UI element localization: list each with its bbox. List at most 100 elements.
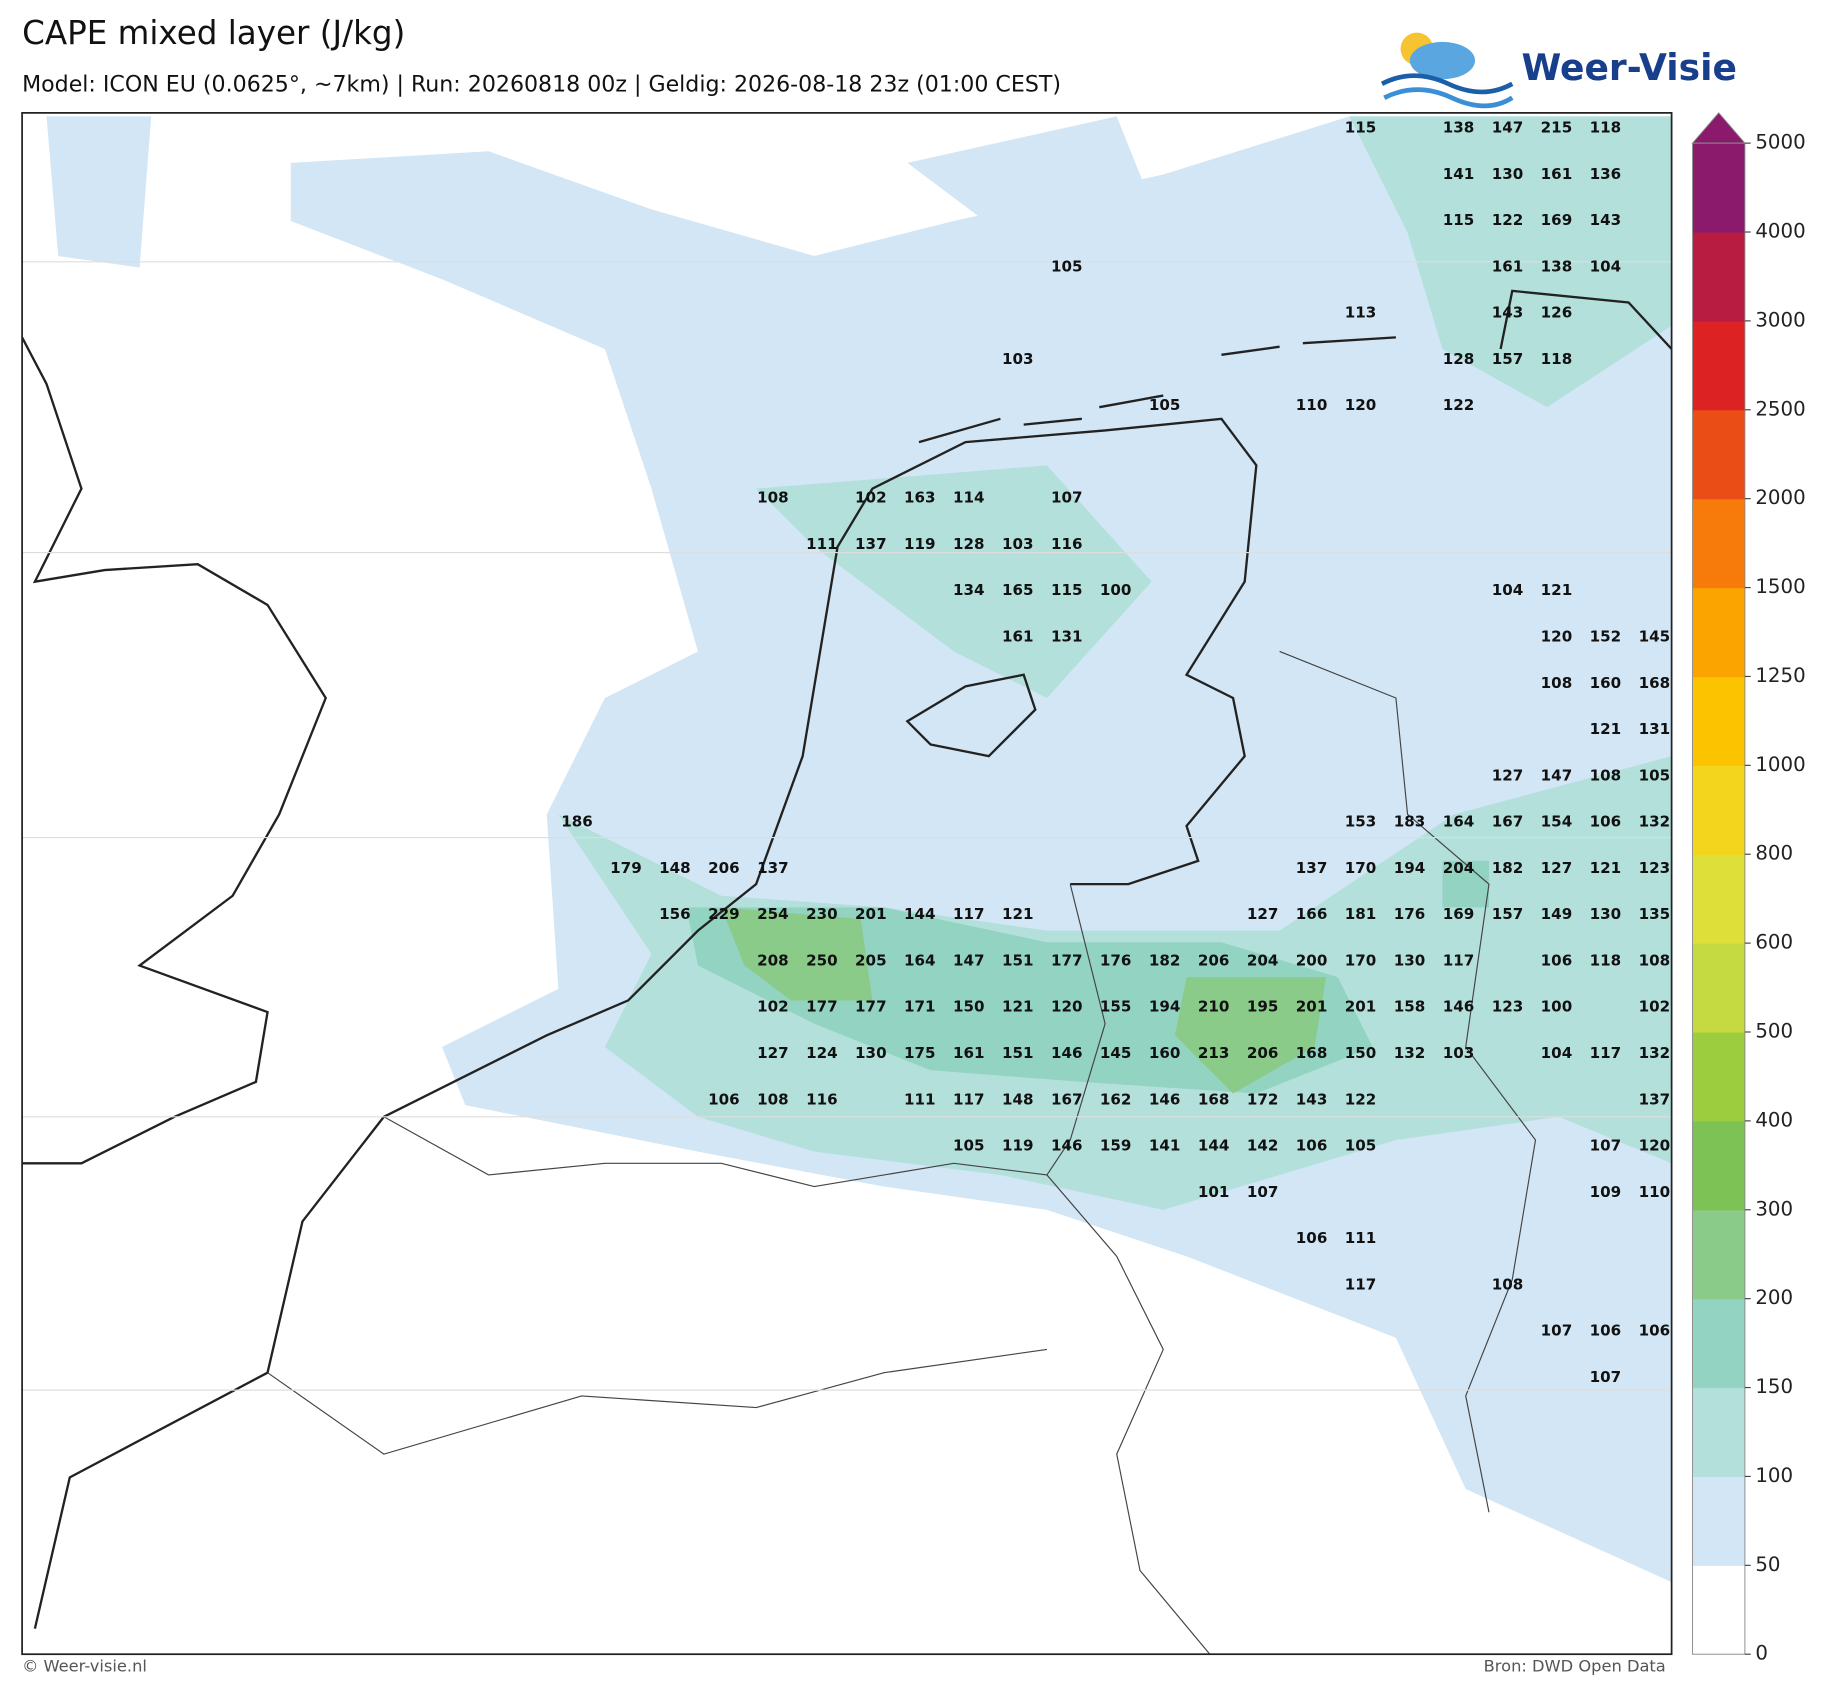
cape-value: 161: [1492, 257, 1524, 275]
cape-value: 182: [1149, 951, 1181, 969]
colorbar-outline: [1692, 142, 1746, 1655]
cape-value: 144: [904, 905, 936, 923]
cape-value: 208: [757, 951, 789, 969]
cape-value: 147: [953, 951, 985, 969]
cape-value: 102: [757, 998, 789, 1016]
cape-value: 104: [1541, 1044, 1573, 1062]
cape-value: 105: [1345, 1137, 1377, 1155]
colorbar-tick-label: 300: [1755, 1197, 1793, 1220]
cape-value: 111: [1345, 1229, 1377, 1247]
cape-value: 119: [1002, 1137, 1034, 1155]
cape-value: 120: [1051, 998, 1083, 1016]
cape-value: 146: [1051, 1044, 1083, 1062]
cape-value: 100: [1541, 998, 1573, 1016]
cape-value: 141: [1149, 1137, 1181, 1155]
cape-value: 204: [1247, 951, 1279, 969]
cape-value: 104: [1492, 581, 1524, 599]
cape-value: 136: [1590, 165, 1622, 183]
cape-value: 122: [1443, 396, 1475, 414]
cape-value: 167: [1051, 1090, 1083, 1108]
cape-value: 123: [1639, 859, 1671, 877]
cape-value: 148: [1002, 1090, 1034, 1108]
cape-value: 126: [1541, 304, 1573, 322]
title: CAPE mixed layer (J/kg): [22, 14, 405, 52]
cape-value: 110: [1296, 396, 1328, 414]
cape-value: 123: [1492, 998, 1524, 1016]
cape-value: 130: [855, 1044, 887, 1062]
cape-value: 118: [1541, 350, 1573, 368]
colorbar-tick-label: 2500: [1755, 397, 1805, 420]
subtitle: Model: ICON EU (0.0625°, ~7km) | Run: 20…: [22, 71, 1061, 97]
cape-value: 206: [1198, 951, 1230, 969]
cape-value: 103: [1002, 350, 1034, 368]
colorbar-extension: [1691, 112, 1746, 144]
colorbar-tick-label: 600: [1755, 931, 1793, 954]
colorbar-tick-label: 400: [1755, 1108, 1793, 1131]
cape-value: 108: [1590, 766, 1622, 784]
colorbar-tick-label: 1500: [1755, 575, 1805, 598]
cape-value: 143: [1590, 211, 1622, 229]
colorbar-tick-label: 50: [1755, 1553, 1780, 1576]
cape-value: 106: [1296, 1137, 1328, 1155]
cape-value: 176: [1100, 951, 1132, 969]
cape-value: 151: [1002, 951, 1034, 969]
cape-value: 206: [708, 859, 740, 877]
cape-value: 141: [1443, 165, 1475, 183]
cape-value: 250: [806, 951, 838, 969]
cape-value: 229: [708, 905, 740, 923]
colorbar-tick-label: 2000: [1755, 486, 1805, 509]
colorbar-tick-label: 500: [1755, 1019, 1793, 1042]
cape-value: 127: [757, 1044, 789, 1062]
cape-value: 119: [904, 535, 936, 553]
cape-value: 164: [904, 951, 936, 969]
cape-value: 100: [1100, 581, 1132, 599]
cape-value: 142: [1247, 1137, 1279, 1155]
cape-value: 120: [1345, 396, 1377, 414]
cape-value: 194: [1394, 859, 1426, 877]
cape-value: 113: [1345, 304, 1377, 322]
cape-value: 117: [953, 1090, 985, 1108]
cape-value: 117: [1590, 1044, 1622, 1062]
cape-value: 135: [1639, 905, 1671, 923]
colorbar-tick-label: 5000: [1755, 131, 1805, 154]
cape-value: 177: [855, 998, 887, 1016]
cape-value: 143: [1296, 1090, 1328, 1108]
colorbar-tick-label: 100: [1755, 1464, 1793, 1487]
cape-value: 161: [953, 1044, 985, 1062]
map-frame: [21, 112, 1673, 1656]
colorbar-tick-label: 0: [1755, 1642, 1768, 1665]
cape-value: 118: [1590, 951, 1622, 969]
colorbar-tick-label: 200: [1755, 1286, 1793, 1309]
cape-value: 151: [1002, 1044, 1034, 1062]
cape-value: 130: [1492, 165, 1524, 183]
footer-right: Bron: DWD Open Data: [1484, 1657, 1666, 1676]
colorbar-segment: [1692, 1120, 1745, 1211]
cape-value: 163: [904, 489, 936, 507]
cape-value: 147: [1541, 766, 1573, 784]
cape-value: 170: [1345, 859, 1377, 877]
cape-value: 117: [1443, 951, 1475, 969]
cape-value: 108: [757, 1090, 789, 1108]
cape-value: 161: [1541, 165, 1573, 183]
cape-value: 116: [1051, 535, 1083, 553]
cape-value: 150: [953, 998, 985, 1016]
colorbar-tick-label: 800: [1755, 842, 1793, 865]
cape-value: 171: [904, 998, 936, 1016]
colorbar-segment: [1692, 232, 1745, 322]
cape-value: 138: [1443, 119, 1475, 137]
cape-value: 106: [1639, 1322, 1671, 1340]
cape-value: 106: [708, 1090, 740, 1108]
cape-value: 102: [855, 489, 887, 507]
cape-value: 153: [1345, 813, 1377, 831]
cape-value: 127: [1247, 905, 1279, 923]
cape-value: 168: [1639, 674, 1671, 692]
cape-value: 195: [1247, 998, 1279, 1016]
cape-value: 105: [1149, 396, 1181, 414]
cape-value: 230: [806, 905, 838, 923]
cape-value: 164: [1443, 813, 1475, 831]
cape-value: 107: [1541, 1322, 1573, 1340]
cape-value: 106: [1296, 1229, 1328, 1247]
cape-value: 127: [1541, 859, 1573, 877]
colorbar-segment: [1692, 854, 1745, 944]
